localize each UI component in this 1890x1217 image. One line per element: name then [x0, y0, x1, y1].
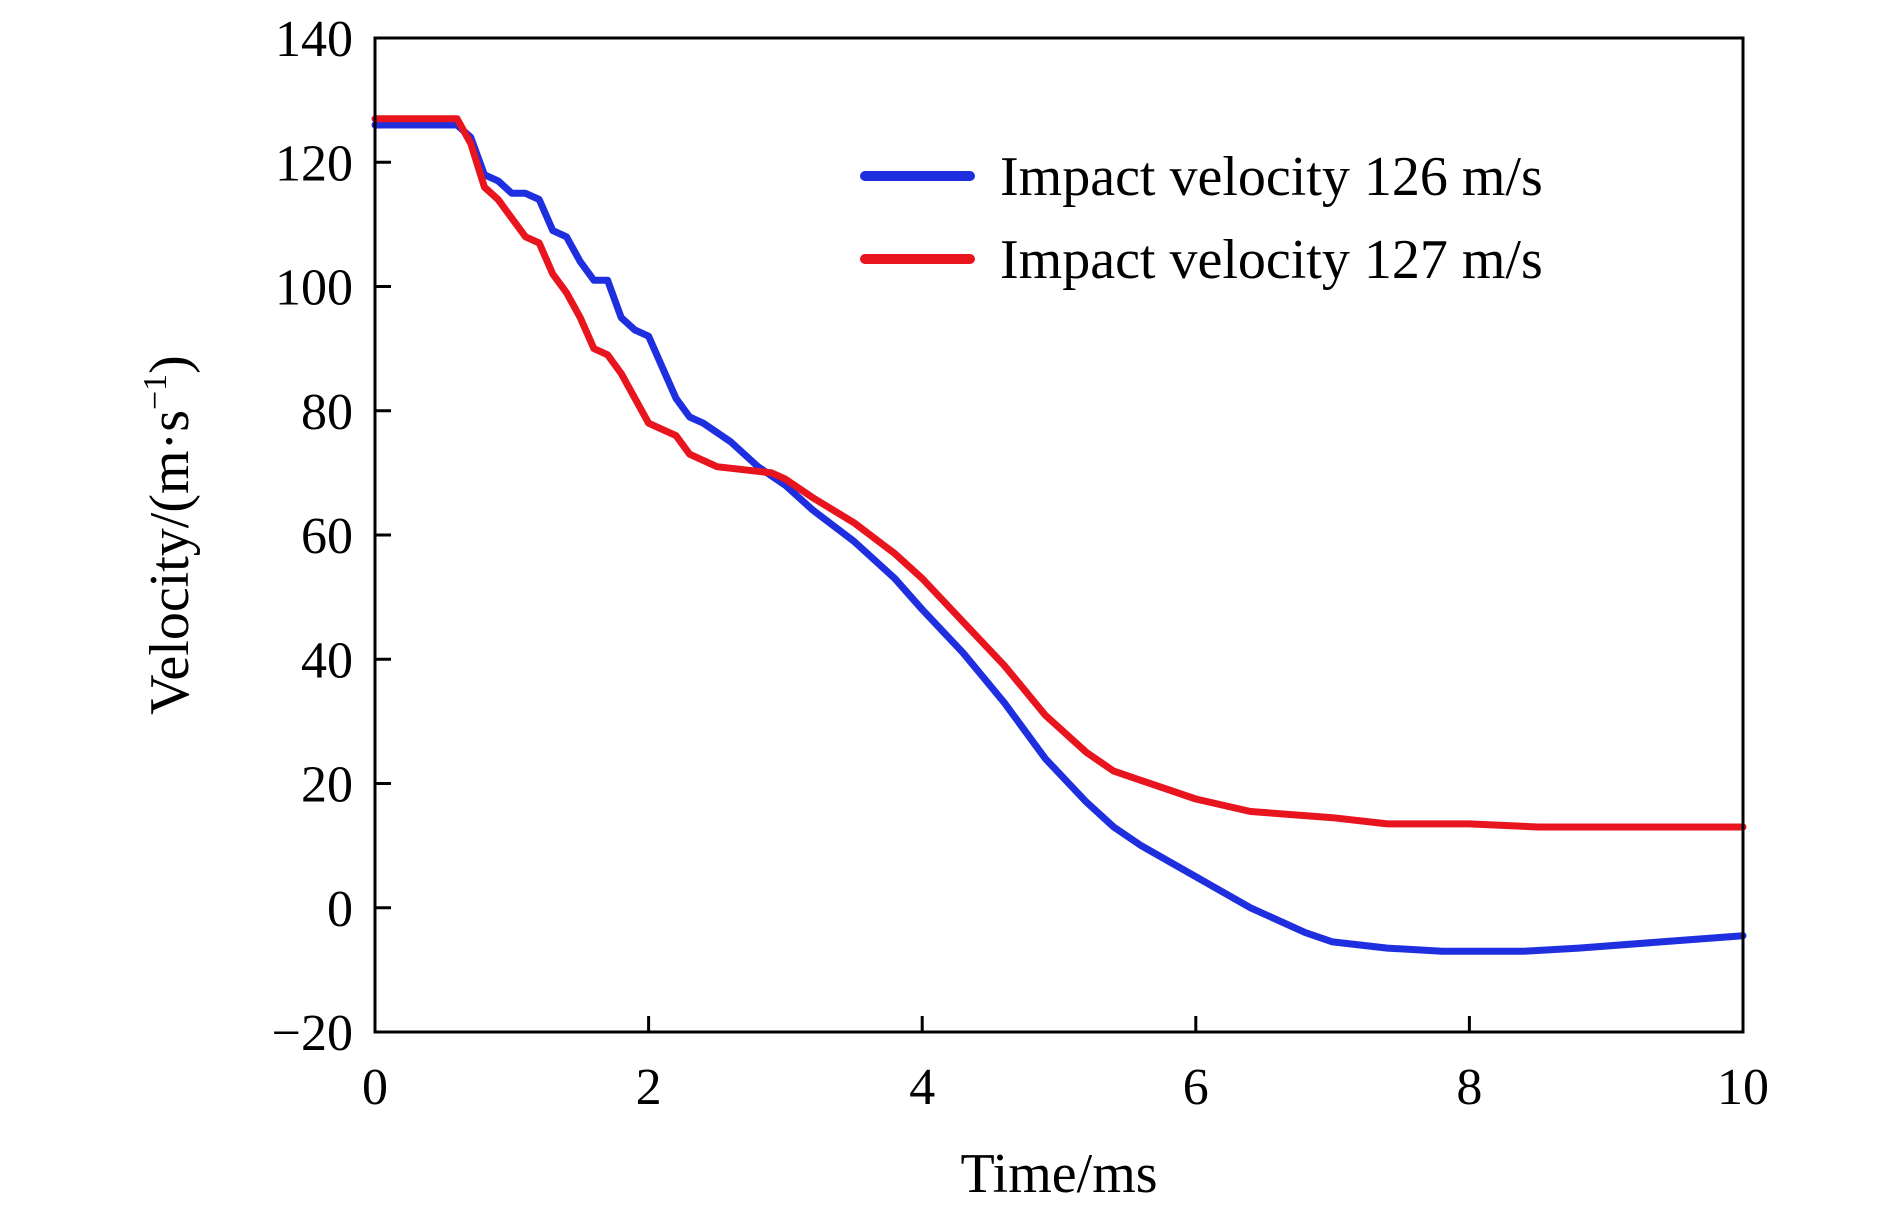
x-tick-label-5: 10 [1717, 1059, 1769, 1116]
y-tick-label-2: 20 [301, 757, 353, 814]
y-axis-label-close: ) [139, 355, 201, 374]
series-layer [371, 115, 1747, 955]
x-tick-label-0: 0 [362, 1059, 388, 1116]
series-line-1 [371, 115, 1747, 831]
y-tick-label-3: 40 [301, 632, 353, 689]
x-tick-label-3: 6 [1183, 1059, 1209, 1116]
x-tick-label-2: 4 [909, 1059, 935, 1116]
y-axis-label-main: Velocity/(m·s [139, 410, 201, 715]
x-axis-label: Time/ms [960, 1143, 1157, 1205]
ticks-layer [373, 36, 1745, 1034]
y-tick-label-8: 140 [275, 11, 353, 68]
legend-label-0: Impact velocity 126 m/s [1000, 146, 1543, 208]
y-tick-label-0: −20 [272, 1005, 353, 1062]
y-tick-label-1: 0 [327, 881, 353, 938]
y-tick-label-7: 120 [275, 135, 353, 192]
y-tick-label-4: 60 [301, 508, 353, 565]
y-tick-label-5: 80 [301, 384, 353, 441]
y-axis-label: Velocity/(m·s−1) [137, 355, 201, 715]
x-tick-label-4: 8 [1456, 1059, 1482, 1116]
legend-label-1: Impact velocity 127 m/s [1000, 229, 1543, 291]
series-line-0 [371, 121, 1747, 955]
legend: Impact velocity 126 m/s Impact velocity 1… [860, 146, 1543, 291]
y-tick-label-6: 100 [275, 260, 353, 317]
x-tick-label-1: 2 [636, 1059, 662, 1116]
y-axis-label-exponent: −1 [137, 374, 174, 410]
